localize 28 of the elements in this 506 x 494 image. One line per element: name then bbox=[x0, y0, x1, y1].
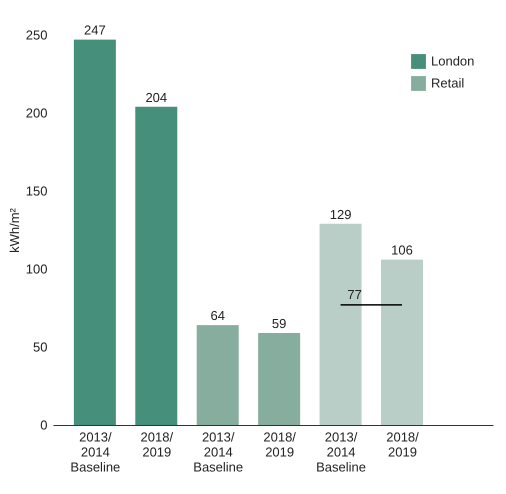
x-tick-label: 2018/ 2019 bbox=[140, 430, 174, 460]
y-tick-label: 250 bbox=[26, 28, 48, 42]
data-label: 77 bbox=[347, 286, 362, 302]
data-label: 106 bbox=[391, 242, 413, 258]
legend-label: Retail bbox=[431, 76, 464, 90]
data-label: 247 bbox=[84, 22, 106, 38]
bar bbox=[135, 106, 178, 425]
data-label: 129 bbox=[330, 206, 352, 222]
bar bbox=[320, 224, 362, 425]
x-tick-label: 2013/ 2014 Baseline bbox=[70, 430, 120, 474]
y-tick-label: 100 bbox=[26, 262, 48, 276]
y-tick-label: 0 bbox=[40, 418, 48, 432]
x-tick-label: 2013/ 2014 Baseline bbox=[316, 430, 366, 474]
x-tick-label: 2018/ 2019 bbox=[263, 430, 296, 460]
y-tick-label: 200 bbox=[26, 106, 48, 120]
x-tick-label: 2013/ 2014 Baseline bbox=[193, 430, 244, 474]
y-axis-title: kWh/m² bbox=[6, 207, 22, 253]
data-label: 64 bbox=[210, 308, 225, 324]
data-label: 59 bbox=[272, 316, 286, 331]
x-tick-label: 2018/ 2019 bbox=[386, 430, 420, 460]
bar bbox=[74, 40, 116, 425]
legend-label: London bbox=[431, 54, 474, 68]
y-tick-label: 150 bbox=[26, 184, 48, 198]
data-label: 204 bbox=[145, 90, 168, 105]
y-tick-label: 50 bbox=[33, 340, 48, 354]
bar bbox=[196, 325, 239, 425]
bar bbox=[258, 332, 300, 425]
bar bbox=[381, 260, 423, 425]
